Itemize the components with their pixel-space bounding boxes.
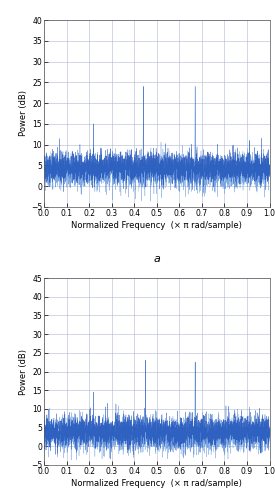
Y-axis label: Power (dB): Power (dB) [19,348,28,395]
Y-axis label: Power (dB): Power (dB) [19,90,28,136]
X-axis label: Normalized Frequency  (× π rad/sample): Normalized Frequency (× π rad/sample) [71,479,242,488]
Text: a: a [153,254,160,264]
X-axis label: Normalized Frequency  (× π rad/sample): Normalized Frequency (× π rad/sample) [71,221,242,230]
